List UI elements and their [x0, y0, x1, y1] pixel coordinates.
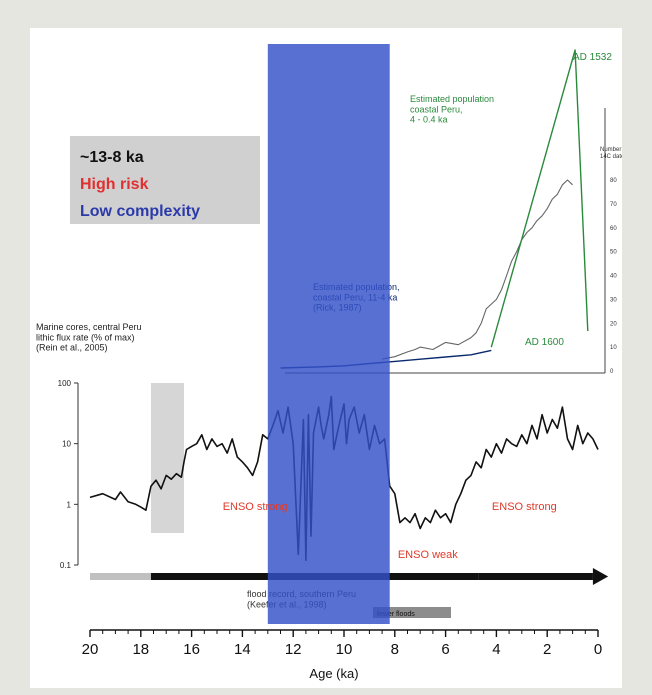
population-late-label-line: Estimated population	[410, 94, 494, 104]
info-risk: High risk	[80, 176, 149, 193]
14c-tick-label: 50	[610, 250, 617, 256]
marine-label: Marine cores, central Peru lithic flux ra…	[36, 322, 142, 353]
grey-band	[150, 383, 184, 533]
x-tick-label: 16	[183, 641, 200, 658]
x-tick-label: 0	[594, 641, 602, 658]
marine-label-line: Marine cores, central Peru	[36, 322, 142, 332]
marine-label-line: (Rein et al., 2005)	[36, 343, 108, 353]
14c-axis-title-line: 14C dates	[600, 154, 622, 160]
population-late-label: Estimated population coastal Peru, 4 - 0.4…	[410, 94, 494, 125]
peak-label: AD 1532	[573, 52, 612, 63]
population-late-series	[490, 49, 589, 348]
14c-tick-label: 60	[610, 226, 617, 232]
14c-axis-title-line: Number	[600, 147, 621, 153]
x-axis-title: Age (ka)	[309, 666, 358, 681]
14c-dates-series	[381, 179, 573, 360]
info-period: ~13-8 ka	[80, 149, 144, 166]
14c-tick-label: 40	[610, 274, 617, 280]
flood-segment	[90, 573, 151, 580]
flood-arrowhead	[592, 568, 609, 585]
population-late-label-line: 4 - 0.4 ka	[410, 115, 448, 125]
marine-y-tick-label: 0.1	[60, 561, 72, 570]
highlight-overlay	[267, 44, 390, 624]
x-tick-label: 20	[82, 641, 99, 658]
info-complexity: Low complexity	[80, 203, 200, 220]
14c-tick-label: 70	[610, 202, 617, 208]
marine-y-tick-label: 10	[62, 440, 71, 449]
annotations: ~13-8 ka High risk Low complexity ENSO stro…	[70, 136, 557, 561]
enso-label: ENSO strong	[223, 501, 288, 513]
marine-y-tick-label: 1	[67, 500, 72, 509]
x-tick-label: 14	[234, 641, 251, 658]
background-bands	[150, 383, 184, 533]
x-tick-label: 10	[336, 641, 353, 658]
marine-y-tick-label: 100	[58, 379, 72, 388]
x-tick-label: 4	[492, 641, 500, 658]
x-tick-label: 2	[543, 641, 551, 658]
fewer-floods-tag-bg	[373, 607, 451, 618]
14c-tick-label: 10	[610, 345, 617, 351]
x-tick-label: 18	[132, 641, 149, 658]
end-label: AD 1600	[525, 337, 564, 348]
x-tick-label: 12	[285, 641, 302, 658]
14c-tick-label: 80	[610, 178, 617, 184]
info-box	[70, 136, 260, 224]
marine-label-line: lithic flux rate (% of max)	[36, 332, 135, 342]
x-tick-label: 6	[441, 641, 449, 658]
14c-tick-label: 0	[610, 369, 614, 375]
enso-label: ENSO strong	[492, 501, 557, 513]
14c-tick-label: 30	[610, 297, 617, 303]
enso-label: ENSO weak	[398, 549, 458, 561]
14c-tick-label: 20	[610, 321, 617, 327]
fewer-floods-tag: fewer floods	[377, 611, 415, 618]
flood-segment	[478, 573, 593, 580]
population-late-label-line: coastal Peru,	[410, 104, 463, 114]
highlight-band	[267, 44, 390, 624]
x-tick-label: 8	[391, 641, 399, 658]
